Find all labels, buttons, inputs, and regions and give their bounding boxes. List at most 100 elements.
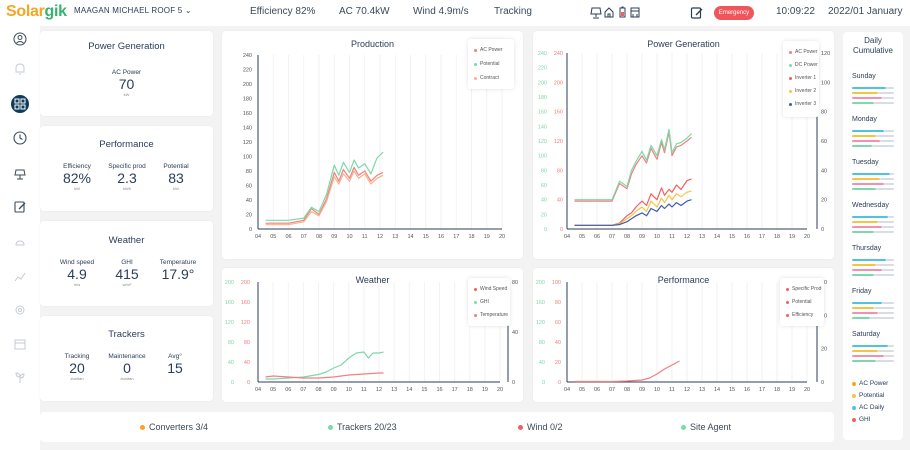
- converters-status[interactable]: Converters 3/4: [140, 422, 208, 432]
- tracking-metric: Tracking 20 #unitan: [56, 353, 98, 381]
- daily-bar: [852, 183, 884, 185]
- x-tick-label: 10: [346, 387, 352, 393]
- series-line-ac-power[interactable]: [574, 131, 692, 202]
- legend-item[interactable]: Temperature: [474, 312, 508, 318]
- x-tick-label: 07: [609, 387, 615, 393]
- legend-item[interactable]: Potential: [852, 392, 884, 399]
- chart-title: Performance: [657, 275, 710, 285]
- series-line-contract[interactable]: [265, 170, 384, 226]
- metric-value: 82%: [62, 170, 92, 186]
- series-line-ac-power[interactable]: [265, 166, 384, 224]
- user-circle-icon[interactable]: [12, 31, 28, 47]
- x-tick-label: 05: [579, 234, 585, 240]
- legend-item[interactable]: Potential: [786, 299, 811, 305]
- daily-bar: [852, 231, 874, 233]
- weather-chart-card: Weather 04 05 06 07 08 09 10 11 12 13 14 15 16 17 18 19…: [222, 268, 523, 402]
- edit-report-icon[interactable]: [12, 199, 28, 215]
- settings-icon[interactable]: [12, 302, 28, 318]
- legend-item[interactable]: Contract: [474, 75, 499, 81]
- daily-bar: [852, 345, 888, 347]
- y-tick-label: 220: [538, 66, 547, 72]
- daily-bar: [852, 130, 884, 132]
- y-tick-label: 80: [228, 340, 234, 346]
- chart-legend: AC Power DC Power Inverter 1 Inverter 2 …: [783, 41, 819, 117]
- logo-text-a: Solar: [6, 3, 45, 20]
- x-tick-label: 04: [255, 387, 261, 393]
- avg-angle-metric: Avg° 15: [154, 353, 196, 376]
- weather-chart[interactable]: 04 05 06 07 08 09 10 11 12 13 14 15 16 17 18 19 20040801…: [222, 268, 523, 402]
- y-tick-label: 40: [557, 198, 563, 204]
- legend-item[interactable]: GHI: [474, 299, 489, 305]
- series-line-inverter-3[interactable]: [574, 199, 692, 226]
- history-icon[interactable]: [12, 130, 28, 146]
- battery-icon[interactable]: [619, 6, 626, 18]
- x-tick-label: 08: [624, 387, 630, 393]
- plant-icon[interactable]: [12, 370, 28, 386]
- trackers-status[interactable]: Trackers 20/23: [328, 422, 397, 432]
- home-panel-icon[interactable]: [604, 7, 614, 18]
- weather-icon[interactable]: [12, 234, 28, 250]
- efficiency-metric: Efficiency 82% kW: [56, 163, 98, 191]
- metric-label: Wind speed: [59, 259, 95, 266]
- site-agent-status[interactable]: Site Agent: [681, 422, 731, 432]
- status-label: Trackers 20/23: [337, 422, 397, 432]
- series-line-temperature[interactable]: [265, 372, 384, 379]
- edit-icon[interactable]: [690, 6, 704, 20]
- x-tick-label: 15: [423, 234, 429, 240]
- right-y-tick-label: 0: [821, 380, 824, 386]
- metric-unit: #unitan: [120, 376, 134, 381]
- series-line-ghi[interactable]: [265, 351, 384, 380]
- legend-item[interactable]: AC Power: [852, 380, 888, 387]
- potential-metric: Potential 83 kW: [155, 163, 197, 191]
- legend-item[interactable]: Wind Speed: [474, 286, 507, 292]
- legend-item[interactable]: AC Power: [474, 47, 503, 53]
- legend-item[interactable]: Efficiency: [786, 312, 813, 318]
- specific-prod-metric: Specific prod 2.3 kWh: [103, 163, 151, 191]
- x-tick-label: 17: [453, 234, 459, 240]
- y-tick-label: 200: [225, 280, 234, 286]
- metric-label: Tracking: [64, 353, 90, 360]
- series-line-inverter-2[interactable]: [574, 190, 692, 226]
- legend-item[interactable]: DC Power: [789, 62, 818, 68]
- legend-item[interactable]: Inverter 3: [789, 101, 816, 107]
- metric-value: 20: [69, 360, 85, 376]
- legend-item[interactable]: GHI: [852, 416, 871, 423]
- dashboard-icon[interactable]: [11, 95, 29, 113]
- legend-label: Inverter 2: [795, 88, 817, 94]
- site-selector[interactable]: MAAGAN MICHAEL ROOF 5 ⌄: [74, 6, 192, 15]
- y-tick-label: 20: [555, 360, 561, 366]
- y-tick-label: 140: [538, 124, 547, 130]
- y-tick-label: 40: [541, 198, 547, 204]
- power-generation-chart[interactable]: 04 05 06 07 08 09 10 11 12 13 14 15 16 17 18 19 20020406…: [533, 31, 834, 259]
- power-generation-card: Power Generation AC Power 70 kW: [40, 31, 213, 116]
- series-line-potential[interactable]: [265, 151, 384, 221]
- solar-panel-icon[interactable]: [590, 7, 602, 19]
- trend-icon[interactable]: [12, 268, 28, 284]
- chart-title: Production: [350, 39, 395, 49]
- series-line-efficiency[interactable]: [574, 360, 680, 383]
- legend-label: Wind Speed: [480, 286, 508, 292]
- building-icon[interactable]: [630, 7, 640, 18]
- day-label: Wednesday: [852, 202, 889, 209]
- daily-bar-remainder: [886, 87, 894, 89]
- x-tick-label: 17: [759, 387, 765, 393]
- legend-item[interactable]: Potential: [474, 61, 499, 67]
- app-logo[interactable]: Solargik: [6, 3, 67, 21]
- y-tick-label: 160: [243, 111, 252, 117]
- legend-item[interactable]: Specific Prod: [786, 286, 821, 292]
- x-tick-label: 20: [804, 387, 810, 393]
- emergency-button[interactable]: Emergency: [714, 6, 754, 20]
- series-line-dc-power[interactable]: [574, 128, 692, 201]
- legend-item[interactable]: AC Daily: [852, 404, 884, 411]
- notifications-icon[interactable]: [12, 61, 28, 77]
- metric-value: 15: [167, 360, 183, 376]
- series-line-inverter-1[interactable]: [574, 178, 692, 226]
- legend-item[interactable]: Inverter 1: [789, 75, 816, 81]
- tracker-icon[interactable]: [12, 165, 28, 181]
- legend-label: AC Daily: [859, 404, 885, 411]
- legend-item[interactable]: AC Power: [789, 49, 818, 55]
- legend-item[interactable]: Inverter 2: [789, 88, 816, 94]
- wind-status[interactable]: Wind 0/2: [518, 422, 563, 432]
- site-status-icons: [590, 6, 640, 19]
- calendar-icon[interactable]: [12, 336, 28, 352]
